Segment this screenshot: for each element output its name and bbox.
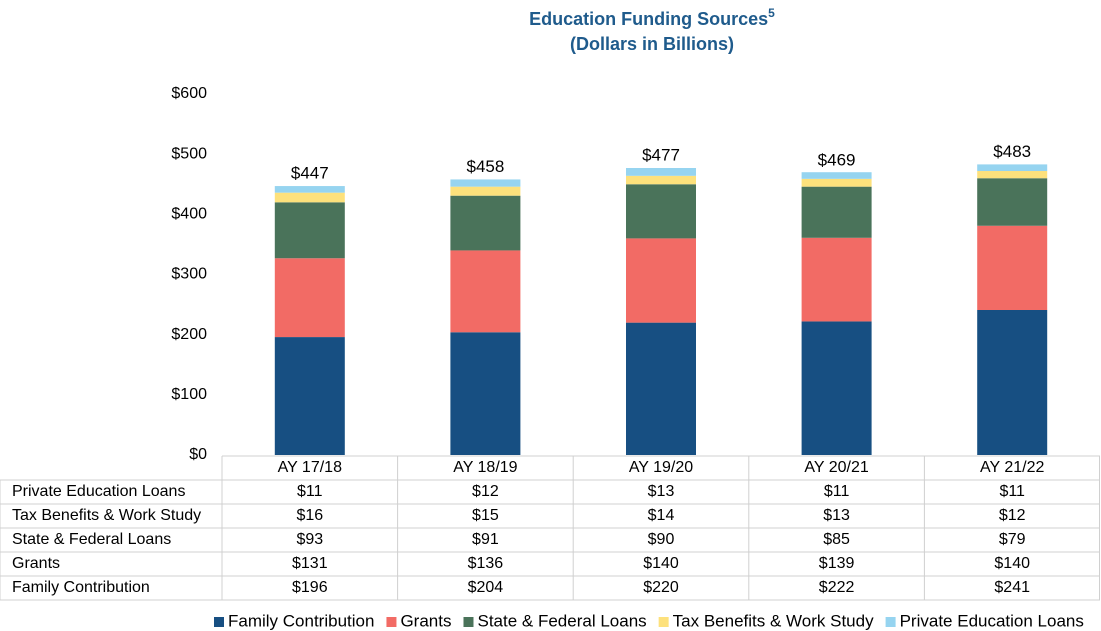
table-cell: $12 — [472, 483, 499, 500]
bar-segment — [801, 321, 872, 455]
legend-label: State & Federal Loans — [477, 611, 646, 630]
bar-segment — [626, 238, 696, 323]
bar-segment — [450, 332, 521, 455]
table-cell: $79 — [999, 531, 1026, 548]
table-cell: $13 — [823, 507, 850, 524]
total-label: $447 — [291, 164, 329, 183]
table-cell: $15 — [472, 507, 499, 524]
bar-segment — [801, 178, 872, 187]
title-text: Education Funding Sources — [529, 9, 768, 29]
table-cell: $90 — [648, 531, 675, 548]
legend-label: Private Education Loans — [900, 611, 1084, 630]
bar-segment — [450, 179, 521, 187]
table-cell: $140 — [994, 555, 1030, 572]
bar-segment — [450, 195, 521, 251]
bar-segment — [801, 186, 872, 238]
legend-swatch — [386, 617, 397, 627]
legend-swatch — [885, 617, 896, 627]
legend-label: Family Contribution — [228, 611, 374, 630]
total-label: $469 — [818, 150, 856, 169]
total-label: $483 — [993, 142, 1031, 161]
table-row-label: State & Federal Loans — [12, 531, 171, 548]
y-tick-label: $0 — [189, 446, 207, 463]
table-cell: $13 — [648, 483, 675, 500]
total-label: $458 — [466, 157, 504, 176]
y-tick-label: $100 — [171, 386, 207, 403]
bar-segment — [274, 186, 345, 193]
table-header: AY 21/22 — [980, 459, 1044, 476]
bar-segment — [977, 309, 1048, 455]
table-cell: $241 — [994, 579, 1030, 596]
table-cell: $91 — [472, 531, 499, 548]
legend-swatch — [658, 617, 669, 627]
table-cell: $140 — [643, 555, 679, 572]
table-cell: $204 — [468, 579, 504, 596]
total-label: $477 — [642, 145, 680, 164]
table-cell: $11 — [824, 483, 850, 500]
legend-swatch — [463, 617, 474, 627]
table-cell: $85 — [823, 531, 850, 548]
bar-segment — [977, 171, 1048, 179]
bar-segment — [626, 175, 696, 185]
table-cell: $220 — [643, 579, 679, 596]
title-note: 5 — [768, 6, 775, 20]
bar-segment — [626, 168, 696, 176]
table-cell: $14 — [648, 507, 675, 524]
table-cell: $136 — [468, 555, 504, 572]
bar-segment — [977, 164, 1048, 172]
y-tick-label: $300 — [171, 266, 207, 283]
table-cell: $222 — [819, 579, 855, 596]
bar-segment — [274, 258, 345, 338]
bar-segment — [274, 202, 345, 259]
table-row-label: Family Contribution — [12, 579, 150, 596]
table-cell: $12 — [999, 507, 1026, 524]
table-cell: $11 — [999, 483, 1025, 500]
bar-segment — [450, 186, 521, 196]
bar-segment — [274, 192, 345, 203]
table-cell: $131 — [292, 555, 328, 572]
table-header: AY 17/18 — [278, 459, 342, 476]
bar-segment — [977, 178, 1048, 226]
table-header: AY 19/20 — [629, 459, 693, 476]
table-cell: $139 — [819, 555, 855, 572]
table-row-label: Private Education Loans — [12, 483, 185, 500]
y-tick-label: $400 — [171, 206, 207, 223]
table-row-label: Tax Benefits & Work Study — [12, 507, 201, 524]
bar-segment — [274, 337, 345, 455]
table-header: AY 18/19 — [453, 459, 517, 476]
table-cell: $16 — [296, 507, 323, 524]
y-tick-label: $500 — [171, 145, 207, 162]
table-cell: $196 — [292, 579, 328, 596]
legend-swatch — [214, 617, 224, 627]
bar-segment — [450, 250, 521, 333]
bar-segment — [626, 322, 696, 455]
legend-label: Grants — [400, 611, 451, 630]
bar-segment — [801, 172, 872, 179]
table-cell: $11 — [297, 483, 323, 500]
y-tick-label: $200 — [171, 326, 207, 343]
chart-subtitle: (Dollars in Billions) — [570, 34, 734, 54]
table-header: AY 20/21 — [804, 459, 868, 476]
table-row-label: Grants — [12, 555, 60, 572]
bar-segment — [801, 237, 872, 322]
chart-title: Education Funding Sources5 — [529, 6, 775, 29]
y-tick-label: $600 — [171, 85, 207, 102]
bar-segment — [626, 184, 696, 239]
legend-label: Tax Benefits & Work Study — [673, 611, 874, 630]
bar-segment — [977, 225, 1048, 310]
table-cell: $93 — [296, 531, 323, 548]
